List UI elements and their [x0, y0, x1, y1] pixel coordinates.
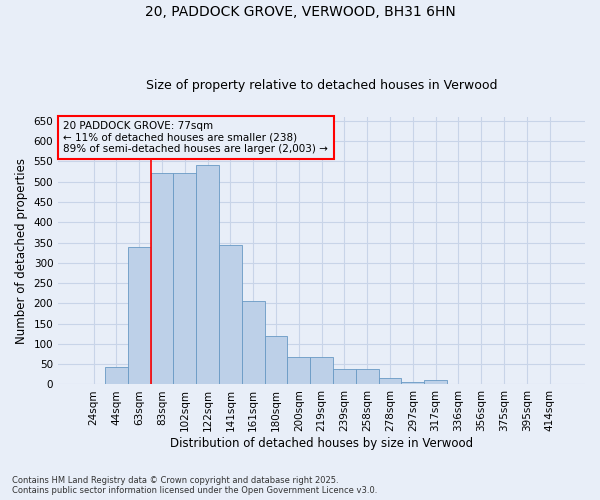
- Bar: [128, 248, 151, 384]
- Bar: [196, 166, 219, 384]
- Bar: [424, 380, 447, 384]
- Bar: [151, 173, 173, 384]
- Bar: [219, 244, 242, 384]
- Bar: [105, 367, 128, 384]
- Bar: [356, 370, 379, 384]
- Bar: [265, 336, 287, 384]
- Text: 20 PADDOCK GROVE: 77sqm
← 11% of detached houses are smaller (238)
89% of semi-d: 20 PADDOCK GROVE: 77sqm ← 11% of detache…: [64, 121, 328, 154]
- Bar: [379, 378, 401, 384]
- Bar: [242, 300, 265, 384]
- X-axis label: Distribution of detached houses by size in Verwood: Distribution of detached houses by size …: [170, 437, 473, 450]
- Bar: [401, 382, 424, 384]
- Title: Size of property relative to detached houses in Verwood: Size of property relative to detached ho…: [146, 79, 497, 92]
- Bar: [287, 357, 310, 384]
- Text: Contains HM Land Registry data © Crown copyright and database right 2025.
Contai: Contains HM Land Registry data © Crown c…: [12, 476, 377, 495]
- Text: 20, PADDOCK GROVE, VERWOOD, BH31 6HN: 20, PADDOCK GROVE, VERWOOD, BH31 6HN: [145, 5, 455, 19]
- Y-axis label: Number of detached properties: Number of detached properties: [15, 158, 28, 344]
- Bar: [173, 172, 196, 384]
- Bar: [310, 357, 333, 384]
- Bar: [333, 369, 356, 384]
